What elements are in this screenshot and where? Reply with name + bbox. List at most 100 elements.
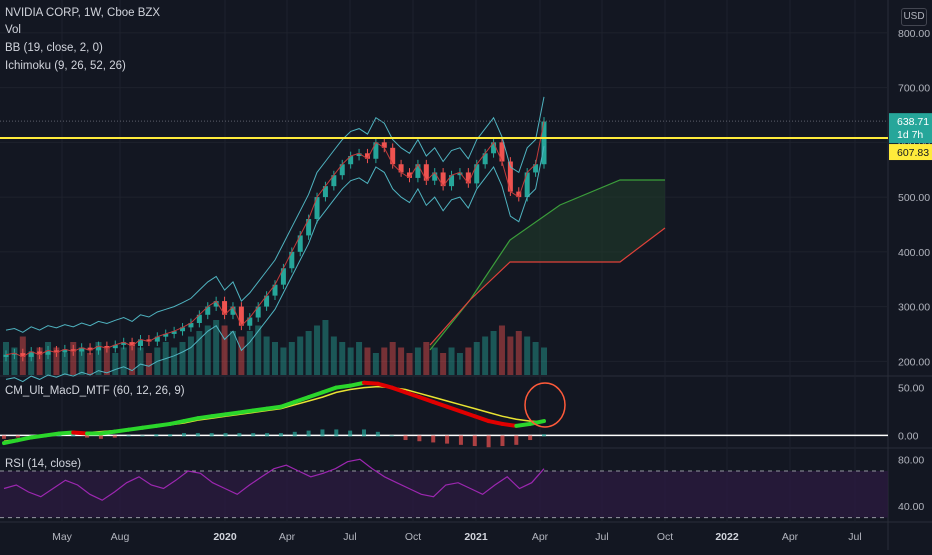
y-tick-label: 700.00	[898, 83, 930, 95]
rsi-band-fill	[0, 471, 888, 518]
last-price-label: 638.71	[897, 116, 929, 128]
currency-badge[interactable]: USD	[901, 8, 927, 26]
x-tick-label: Jul	[848, 531, 861, 543]
macd-hist-bar	[292, 431, 297, 437]
macd-hist-bar	[112, 435, 117, 438]
volume-bar	[314, 325, 321, 375]
candle-body	[381, 142, 387, 148]
macd-hist-bar	[417, 435, 422, 442]
legend-macd: CM_Ult_MacD_MTF (60, 12, 26, 9)	[5, 385, 185, 397]
candle-body	[104, 345, 110, 349]
candle-body	[196, 314, 202, 323]
volume-bar	[305, 331, 312, 375]
rsi-line	[3, 458, 545, 501]
volume-bar	[255, 325, 262, 375]
candle-body	[482, 153, 488, 165]
macd-line-segment	[417, 395, 436, 404]
volume-bar	[129, 342, 136, 375]
volume-bar	[398, 347, 405, 375]
volume-bar	[61, 353, 68, 375]
candle-body	[499, 142, 505, 162]
volume-bar	[532, 342, 539, 375]
volume-bar	[11, 347, 18, 375]
candle-body	[37, 351, 43, 355]
candle-body	[62, 349, 68, 353]
volume-bar	[322, 320, 329, 375]
macd-line-segment	[389, 385, 408, 395]
macd-line-segment	[57, 430, 76, 436]
ichimoku-lead-b	[429, 227, 666, 346]
volume-bar	[498, 325, 505, 375]
candle-body	[415, 164, 421, 178]
legend-bollinger: BB (19, close, 2, 0)	[5, 42, 103, 54]
macd-line-segment	[306, 390, 325, 400]
macd-line-segment	[140, 423, 159, 430]
macd-hist-bar	[195, 433, 200, 437]
candle-body	[138, 339, 143, 346]
macd-hist-bar	[182, 433, 186, 437]
candle-body	[70, 349, 76, 352]
macd-hist-bar	[431, 435, 436, 443]
candle-body	[87, 347, 93, 351]
candle-body	[121, 342, 127, 345]
volume-bar	[347, 347, 354, 375]
macd-line-segment	[320, 385, 339, 395]
macd-hist-bar	[403, 435, 408, 441]
candle-body	[289, 251, 295, 269]
volume-bar	[473, 342, 480, 375]
macd-hist-bar	[472, 435, 477, 447]
volume-bar	[507, 336, 514, 375]
volume-bar	[381, 347, 388, 375]
macd-line-segment	[2, 438, 20, 446]
macd-hist-bar	[15, 435, 20, 438]
last-price-badge	[889, 113, 932, 144]
macd-line-segment	[403, 390, 422, 400]
macd-line-segment	[362, 380, 380, 386]
macd-hist-bar	[2, 435, 6, 439]
volume-bar	[339, 342, 346, 375]
volume-bar	[95, 342, 102, 375]
macd-line-segment	[29, 433, 48, 440]
volume-bar	[36, 347, 43, 375]
macd-line-segment	[223, 410, 242, 417]
macd-hist-bar	[389, 435, 394, 437]
annotation-circle	[524, 382, 566, 428]
y-tick-label: 200.00	[898, 356, 930, 368]
macd-line-segment	[500, 421, 519, 428]
candle-body	[541, 121, 547, 165]
macd-hist-bar	[486, 435, 491, 448]
candle-body	[188, 322, 194, 328]
macd-hist-bar	[375, 431, 380, 437]
volume-bar	[297, 336, 304, 375]
x-tick-label: 2020	[213, 531, 237, 543]
volume-bar	[356, 342, 363, 375]
macd-hist-bar	[71, 434, 76, 437]
candle-body	[297, 235, 303, 252]
macd-hist-bar	[168, 434, 173, 437]
x-tick-label: Apr	[782, 531, 799, 543]
candle-body	[474, 164, 480, 184]
volume-bar	[238, 336, 245, 375]
candle-body	[129, 342, 135, 346]
volume-bar	[187, 336, 194, 375]
macd-hist-bar	[251, 433, 256, 437]
volume-bar	[280, 347, 287, 375]
macd-line-segment	[278, 399, 297, 409]
volume-bar	[389, 342, 396, 375]
macd-hist-bar	[126, 435, 131, 437]
macd-line-segment	[237, 408, 256, 415]
candle-body	[314, 197, 320, 219]
candle-body	[247, 317, 253, 326]
candle-body	[390, 147, 396, 165]
candle-body	[322, 186, 328, 198]
volume-bar	[145, 353, 152, 375]
candle-body	[238, 306, 244, 326]
volume-bar	[229, 331, 236, 375]
volume-bar	[440, 353, 447, 375]
volume-bar	[221, 325, 228, 375]
bollinger-lower	[5, 146, 545, 383]
volume-bar	[431, 347, 438, 375]
volume-bar	[87, 353, 94, 375]
